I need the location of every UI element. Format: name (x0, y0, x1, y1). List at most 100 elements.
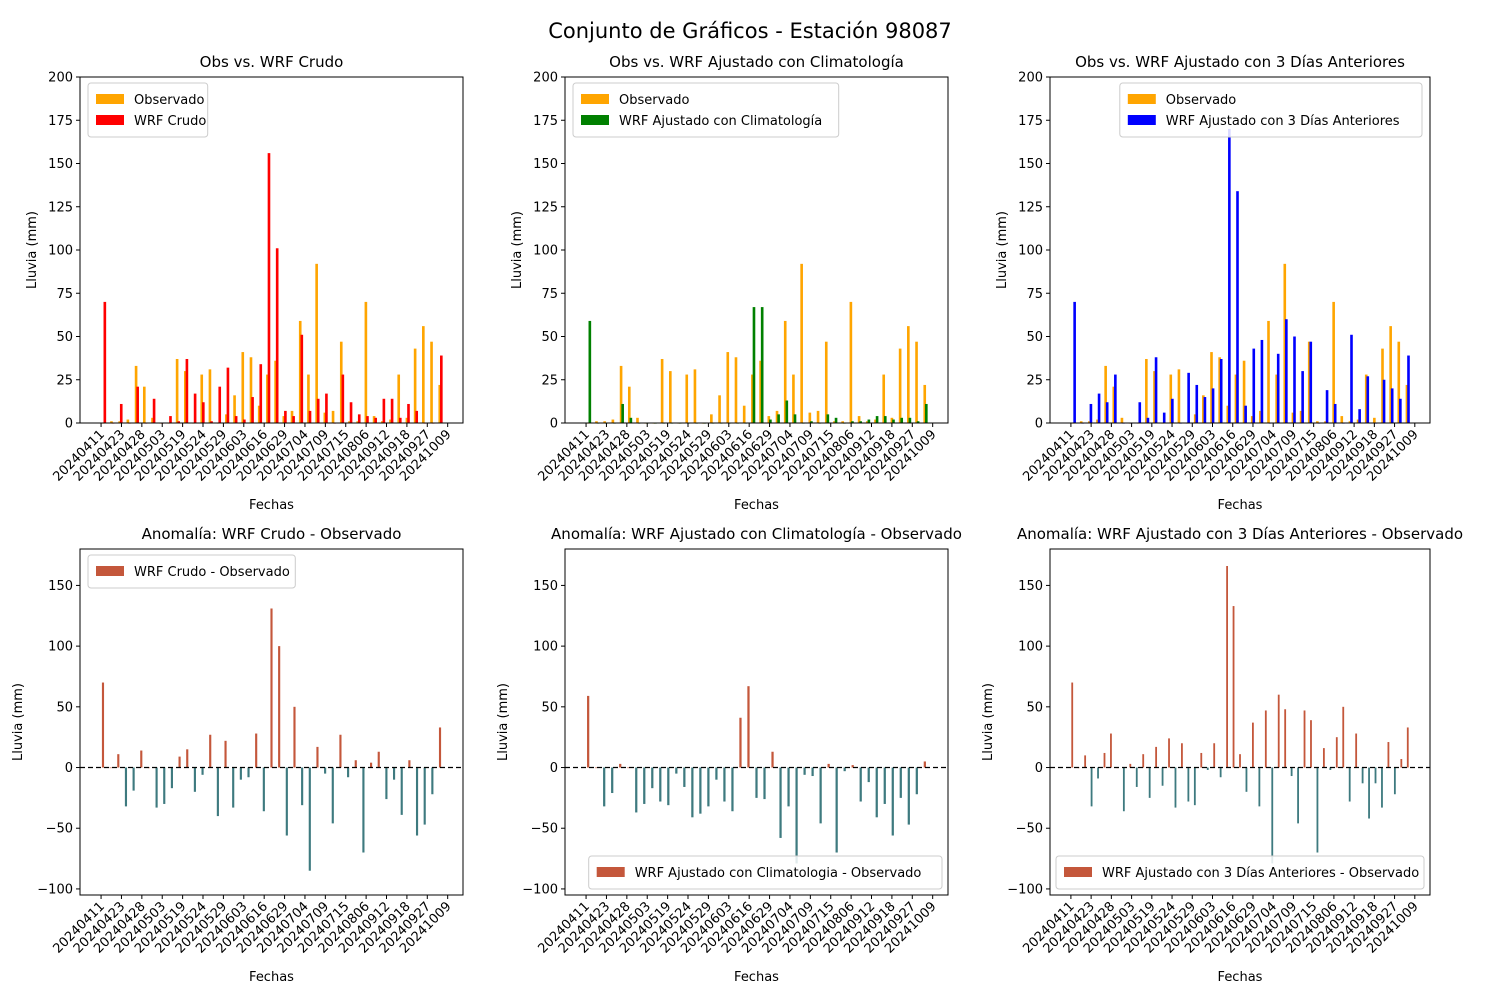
bar-2-2-39 (900, 417, 904, 423)
bar-5-1-41 (907, 767, 910, 825)
bar-3-2-23 (1252, 348, 1256, 423)
bar-5-1-34 (851, 765, 854, 768)
bar-1-2-3 (119, 403, 123, 423)
legend-label-1-2: WRF Crudo (134, 114, 206, 129)
bar-1-1-29 (331, 410, 335, 423)
bar-6-1-42 (1335, 737, 1338, 768)
bar-6-1-32 (1271, 767, 1274, 864)
bar-3-1-20 (1226, 405, 1230, 423)
y-tick-label-1-2: 25 (56, 373, 73, 388)
bar-3-2-15 (1187, 372, 1190, 423)
bar-3-1-40 (1389, 326, 1392, 423)
legend-box-3 (1119, 82, 1423, 138)
bar-4-1-6 (140, 750, 143, 768)
y-tick-label-3-3: 50 (1026, 330, 1043, 345)
chart-panel-2: 0255075100125150175200202404112024042320… (510, 53, 949, 513)
bar-6-1-44 (1348, 767, 1351, 802)
axes-frame-5 (564, 548, 949, 896)
bar-3-2-37 (1366, 376, 1370, 423)
bar-2-2-41 (916, 421, 920, 423)
legend-label-6-1: WRF Ajustado con 3 Días Anteriores - Obs… (1102, 866, 1419, 881)
bar-3-1-31 (1316, 421, 1319, 423)
bar-2-1-20 (742, 405, 746, 423)
y-tick-label-3-7: 150 (1018, 157, 1043, 172)
bar-1-1-10 (175, 358, 179, 423)
figure-title: Conjunto de Gráficos - Estación 98087 (548, 19, 952, 43)
bar-1-1-35 (380, 421, 384, 423)
bar-6-1-34 (1284, 709, 1287, 768)
bar-5-1-35 (859, 767, 862, 802)
bar-3-1-30 (1307, 341, 1311, 423)
bar-6-1-46 (1361, 767, 1364, 784)
y-axis-label-4: Lluvia (mm) (11, 683, 26, 761)
y-tick-label-6-3: 0 (1035, 761, 1043, 776)
legend-3: Observado WRF Ajustado con 3 Días Anterio… (1119, 82, 1423, 138)
bar-3-2-40 (1390, 388, 1394, 423)
bar-4-1-19 (239, 767, 242, 780)
bar-2-2-28 (810, 421, 813, 423)
bar-3-2-21 (1236, 191, 1239, 423)
bar-2-1-13 (685, 374, 689, 423)
y-tick-label-4-5: 100 (48, 640, 73, 655)
bar-4-1-37 (377, 751, 380, 768)
bar-1-1-13 (200, 374, 204, 423)
bar-4-1-2 (109, 767, 112, 769)
legend-swatch-2-2 (581, 115, 609, 125)
bar-3-2-27 (1285, 319, 1288, 423)
y-tick-label-3-2: 25 (1026, 373, 1043, 388)
bar-3-1-19 (1218, 357, 1221, 423)
y-tick-label-3-9: 200 (1018, 71, 1043, 86)
bar-3-1-34 (1340, 416, 1344, 423)
y-tick-label-5-5: 100 (533, 640, 558, 655)
bar-4-1-27 (301, 767, 304, 806)
bar-5-1-8 (643, 767, 646, 804)
bar-6-1-50 (1387, 742, 1390, 768)
bar-3-2-42 (1407, 355, 1410, 423)
bar-1-2-27 (316, 398, 320, 423)
bar-4-1-43 (423, 767, 426, 825)
bar-6-1-5 (1097, 767, 1099, 779)
chart-panel-5: −100−50050100150202404112024042320240428… (496, 525, 962, 985)
bar-4-1-17 (224, 740, 227, 768)
bar-2-1-11 (669, 371, 672, 423)
bar-6-1-52 (1400, 759, 1403, 768)
bar-1-1-37 (397, 374, 401, 423)
y-tick-label-6-1: −100 (1007, 882, 1043, 897)
bar-5-1-5 (619, 763, 622, 768)
bar-4-1-1 (101, 682, 105, 768)
bar-6-1-13 (1148, 767, 1151, 798)
y-tick-label-2-5: 100 (533, 244, 558, 259)
bar-1-2-5 (136, 386, 139, 423)
bar-2-2-35 (867, 419, 871, 423)
bar-2-1-5 (619, 365, 623, 423)
bar-5-1-3 (603, 767, 606, 807)
bar-1-1-5 (134, 365, 138, 423)
bar-3-1-32 (1324, 421, 1327, 423)
bar-3-1-25 (1267, 320, 1270, 423)
bar-6-1-15 (1161, 767, 1164, 786)
bar-1-2-31 (349, 402, 353, 423)
bar-2-1-18 (726, 352, 730, 423)
y-axis-label-1: Lluvia (mm) (25, 211, 40, 289)
legend-swatch-3-1 (1127, 94, 1156, 104)
legend-swatch-3-2 (1127, 115, 1156, 125)
bar-2-1-30 (824, 341, 828, 423)
bar-6-1-21 (1200, 752, 1203, 768)
bar-1-1-21 (266, 374, 269, 423)
y-tick-label-6-4: 50 (1026, 700, 1043, 715)
bar-1-2-39 (415, 410, 419, 423)
bar-1-1-26 (307, 374, 310, 423)
bar-4-1-8 (155, 767, 158, 808)
bar-2-2-22 (760, 307, 764, 423)
bar-4-1-5 (132, 767, 135, 791)
bar-3-1-28 (1291, 412, 1295, 423)
y-axis-label-6: Lluvia (mm) (981, 683, 996, 761)
bar-6-1-45 (1355, 733, 1358, 768)
bar-1-2-21 (267, 153, 271, 423)
bar-2-1-42 (923, 384, 927, 423)
bar-5-1-31 (827, 763, 830, 768)
bar-1-2-1 (103, 301, 107, 423)
bar-2-2-23 (769, 419, 772, 423)
panels: 0255075100125150175200202404112024042320… (11, 53, 1463, 985)
bar-3-1-10 (1145, 358, 1148, 423)
